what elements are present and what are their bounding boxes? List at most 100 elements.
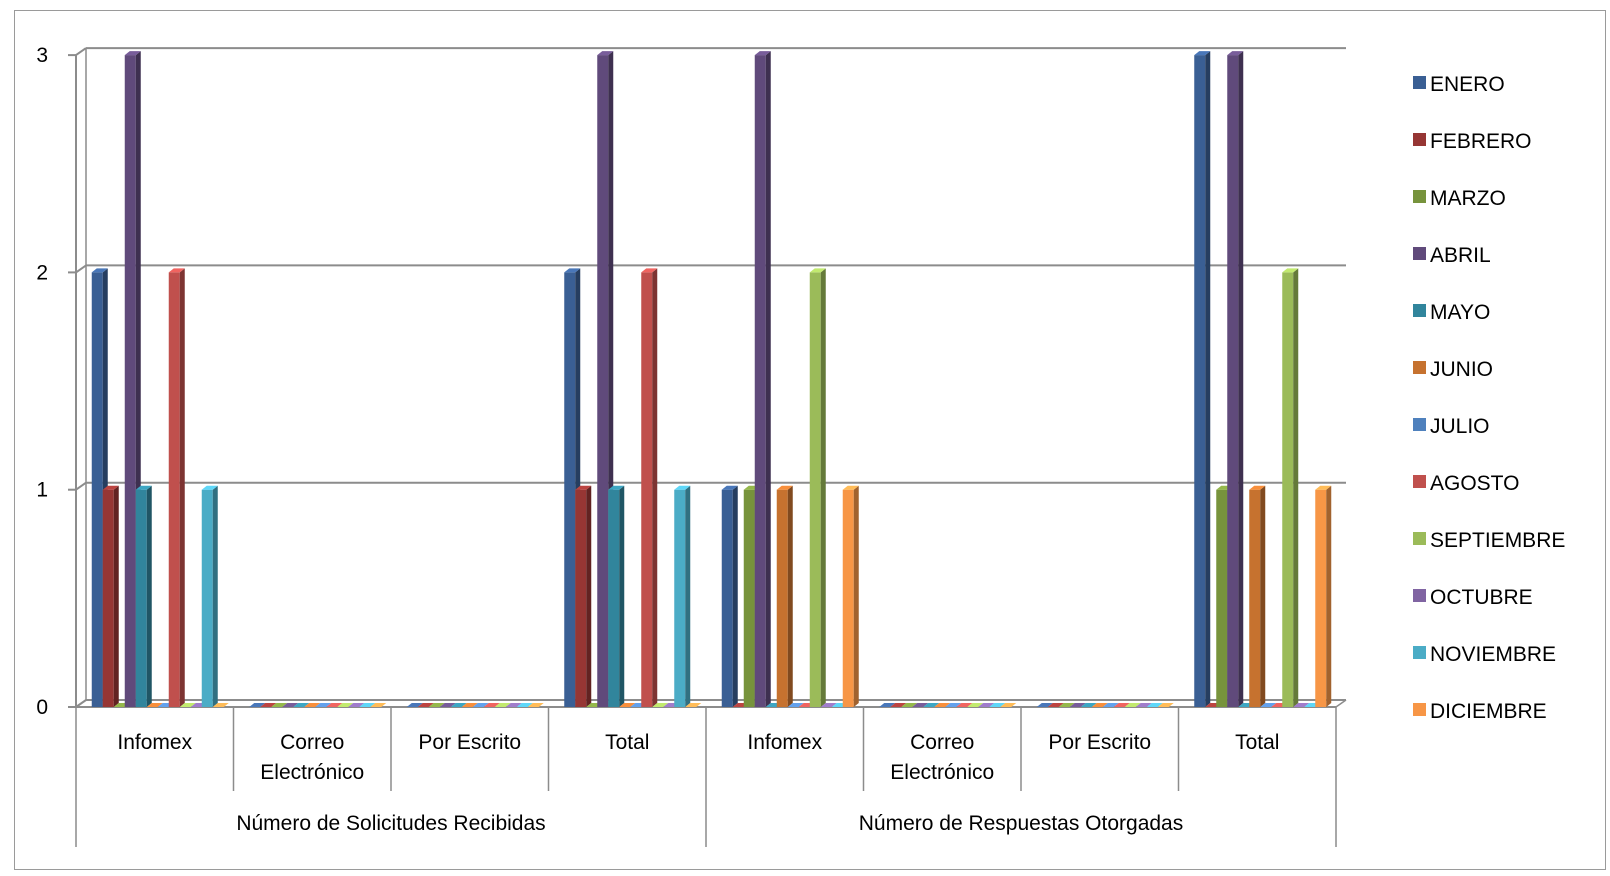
legend-swatch	[1413, 475, 1426, 488]
bar-top	[505, 703, 522, 707]
legend-label: JULIO	[1430, 415, 1490, 438]
bar-top	[201, 485, 218, 490]
bar-top	[249, 703, 266, 707]
bar-top	[494, 703, 511, 707]
bar-top	[641, 268, 658, 273]
bar-top	[326, 703, 343, 707]
bar-side	[179, 268, 185, 707]
bar-top	[91, 268, 108, 273]
bar-noviembre	[674, 489, 686, 707]
bar-top	[439, 703, 456, 707]
bar-side	[586, 485, 592, 707]
category-label: Por Escrito	[1048, 731, 1151, 754]
legend-swatch	[1413, 76, 1426, 89]
y-tick-label: 3	[36, 44, 48, 67]
bar-top	[527, 703, 544, 707]
bar-top	[945, 703, 962, 707]
bar-top	[293, 703, 310, 707]
bar-top	[179, 703, 196, 707]
bar-abril	[597, 55, 609, 708]
legend-swatch	[1413, 133, 1426, 146]
legend-label: FEBRERO	[1430, 130, 1532, 153]
category-label: Infomex	[117, 731, 192, 754]
bar-top	[472, 703, 489, 707]
bar-top	[1157, 703, 1174, 707]
bar-side	[1205, 51, 1211, 708]
bar-top	[1249, 485, 1266, 490]
bar-top	[564, 268, 581, 273]
bar-top	[1282, 268, 1299, 273]
bar-top	[428, 703, 445, 707]
legend-label: DICIEMBRE	[1430, 700, 1547, 723]
bar-side	[1293, 268, 1299, 707]
y-tick-label: 1	[36, 479, 48, 502]
category-label: Correo	[910, 731, 974, 754]
bar-side	[732, 485, 738, 707]
y-tick-label: 0	[36, 696, 48, 719]
bar-top	[652, 703, 669, 707]
legend-label: ABRIL	[1430, 244, 1491, 267]
bar-abril	[1227, 55, 1239, 708]
bar-top	[282, 703, 299, 707]
bar-febrero	[575, 489, 587, 707]
legend-swatch	[1413, 418, 1426, 431]
bar-top	[1080, 703, 1097, 707]
bar-febrero	[102, 489, 114, 707]
legend-label: JUNIO	[1430, 358, 1493, 381]
legend-label: AGOSTO	[1430, 472, 1519, 495]
bar-enero	[721, 489, 733, 707]
bar-top	[337, 703, 354, 707]
group-label: Número de Solicitudes Recibidas	[236, 812, 545, 835]
legend-label: SEPTIEMBRE	[1430, 529, 1565, 552]
bar-top	[1293, 703, 1310, 707]
bar-marzo	[1216, 489, 1228, 707]
bar-top	[978, 703, 995, 707]
bar-side	[1326, 485, 1332, 707]
bar-top	[776, 485, 793, 490]
bar-side	[652, 268, 658, 707]
bar-top	[901, 703, 918, 707]
gridline-side	[75, 481, 87, 491]
bar-diciembre	[842, 489, 854, 707]
legend-swatch	[1413, 247, 1426, 260]
group-label: Número de Respuestas Otorgadas	[859, 812, 1184, 835]
gridline-side	[75, 264, 87, 274]
bar-top	[842, 485, 859, 490]
bar-top	[516, 703, 533, 707]
bar-top	[1058, 703, 1075, 707]
bar-noviembre	[201, 489, 213, 707]
legend-swatch	[1413, 532, 1426, 545]
bar-top	[809, 268, 826, 273]
bar-side	[853, 485, 859, 707]
bar-top	[923, 703, 940, 707]
bar-top	[1069, 703, 1086, 707]
bar-abril	[124, 55, 136, 708]
bar-top	[685, 703, 702, 707]
legend-swatch	[1413, 361, 1426, 374]
bar-top	[370, 703, 387, 707]
bar-top	[124, 51, 141, 56]
bar-septiembre	[1282, 272, 1294, 707]
gridline-side	[75, 47, 87, 56]
bar-junio	[776, 489, 788, 707]
category-label: Total	[1235, 731, 1279, 754]
bar-top	[721, 485, 738, 490]
legend-label: NOVIEMBRE	[1430, 643, 1556, 666]
bar-top	[1135, 703, 1152, 707]
bar-top	[890, 703, 907, 707]
category-label: Electrónico	[260, 761, 364, 784]
bar-side	[787, 485, 793, 707]
category-label: Infomex	[747, 731, 822, 754]
legend-label: MARZO	[1430, 187, 1506, 210]
bar-top	[417, 703, 434, 707]
legend-swatch	[1413, 646, 1426, 659]
bar-top	[1315, 485, 1332, 490]
bar-top	[1227, 51, 1244, 56]
bar-side	[685, 485, 691, 707]
bar-top	[146, 703, 163, 707]
bar-top	[1124, 703, 1141, 707]
bar-top	[461, 703, 478, 707]
bar-top	[359, 703, 376, 707]
category-label: Por Escrito	[418, 731, 521, 754]
